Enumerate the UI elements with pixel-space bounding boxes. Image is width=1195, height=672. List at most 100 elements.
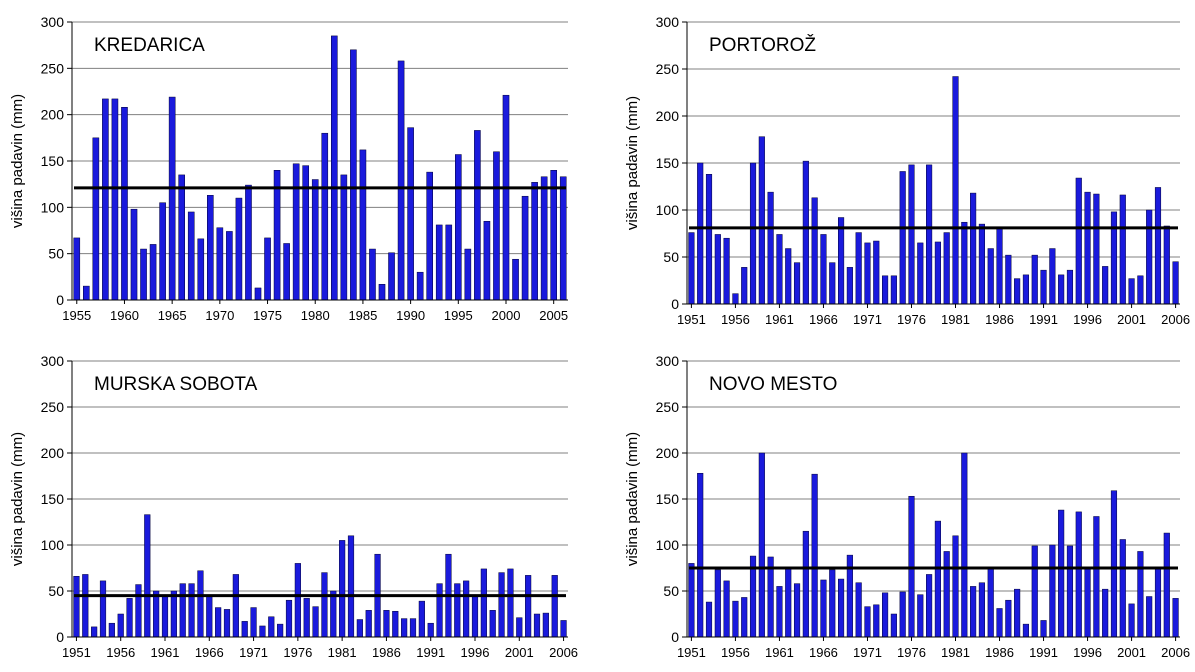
bar [551,575,558,638]
bar [749,162,757,305]
bar [340,174,348,301]
bar [392,610,399,638]
bar [864,242,871,305]
bar [882,275,889,305]
bar [312,606,319,638]
bar [811,473,818,638]
bar [882,592,889,638]
bar [802,530,809,638]
x-tick-label: 1985 [348,308,377,323]
bar [829,569,836,638]
bar [1102,588,1109,638]
bar [483,220,491,301]
y-tick-label: 300 [656,14,680,30]
bar [170,590,177,638]
bar [480,568,487,638]
bar [455,154,462,301]
y-tick-label: 50 [663,249,679,265]
bar [91,626,98,638]
bar [952,535,959,638]
bar [73,576,80,638]
bar [559,176,567,301]
bar [837,217,845,305]
y-tick-label: 300 [656,353,680,369]
x-tick-label: 1996 [461,645,490,660]
bar [952,76,959,305]
bar [250,607,257,638]
y-tick-label: 100 [656,537,680,553]
bar [741,267,748,305]
bar [1093,516,1100,638]
bar [73,237,81,301]
bar [934,520,941,638]
x-tick-label: 2001 [1117,645,1146,660]
x-tick-label: 1970 [205,308,234,323]
bar [121,107,128,301]
y-axis-label: višina padavin (mm) [624,432,641,566]
bar [435,224,443,301]
x-tick-label: 1956 [106,645,135,660]
x-tick-label: 1965 [158,308,187,323]
bar [793,583,801,638]
bar [1163,532,1170,638]
bar [899,591,906,638]
y-axis-label: višina padavin (mm) [9,94,26,228]
bar [126,598,133,638]
chart-novo-mesto: 0 50 100 150 200 250 300 1951 1956 1961 1966 1971 19… [600,333,1195,667]
y-tick-label: 100 [41,199,65,215]
x-tick-label: 1986 [985,312,1014,327]
x-tick-label: 1971 [239,645,268,660]
y-tick-label: 200 [656,445,680,461]
y-tick-label: 200 [656,108,680,124]
bar [1031,254,1038,305]
bar [1154,187,1162,305]
bar [235,197,243,301]
bar [873,240,880,305]
bar [688,563,695,638]
bar [197,570,204,638]
bar [188,583,195,638]
bar [1137,275,1144,305]
y-tick-label: 250 [656,399,680,415]
bar [533,613,541,638]
x-tick-label: 1966 [809,645,838,660]
bar [321,572,328,638]
bar [531,182,538,301]
bar [149,244,157,301]
bar [331,35,338,301]
bar [846,267,853,305]
bar [378,283,386,301]
bar [1110,211,1118,305]
x-tick-label: 1981 [941,312,970,327]
bar [418,600,425,638]
x-tick-label: 1976 [897,645,926,660]
bar [241,621,248,638]
bar [723,580,730,638]
x-tick-label: 1955 [62,308,91,323]
bar [890,275,897,305]
y-tick-label: 50 [48,246,64,262]
bar [1084,568,1091,638]
y-axis-label: višina padavin (mm) [9,432,26,566]
x-tick-label: 1995 [444,308,473,323]
bar [409,618,417,638]
y-tick-label: 300 [41,353,65,369]
x-tick-label: 1976 [897,312,926,327]
bar [1172,598,1179,638]
bar [741,597,748,638]
bar [550,170,557,301]
bar [864,606,871,638]
bar [416,271,424,301]
bar [223,609,231,638]
bar [1084,191,1091,305]
x-tick-label: 1951 [677,312,706,327]
bar [560,620,567,638]
x-tick-label: 1951 [677,645,706,660]
chart-title: NOVO MESTO [709,374,837,395]
bar [369,248,376,301]
y-tick-label: 100 [41,537,65,553]
bar [82,574,89,638]
bar [401,618,408,638]
bar [436,583,443,638]
x-tick-label: 1990 [396,308,425,323]
